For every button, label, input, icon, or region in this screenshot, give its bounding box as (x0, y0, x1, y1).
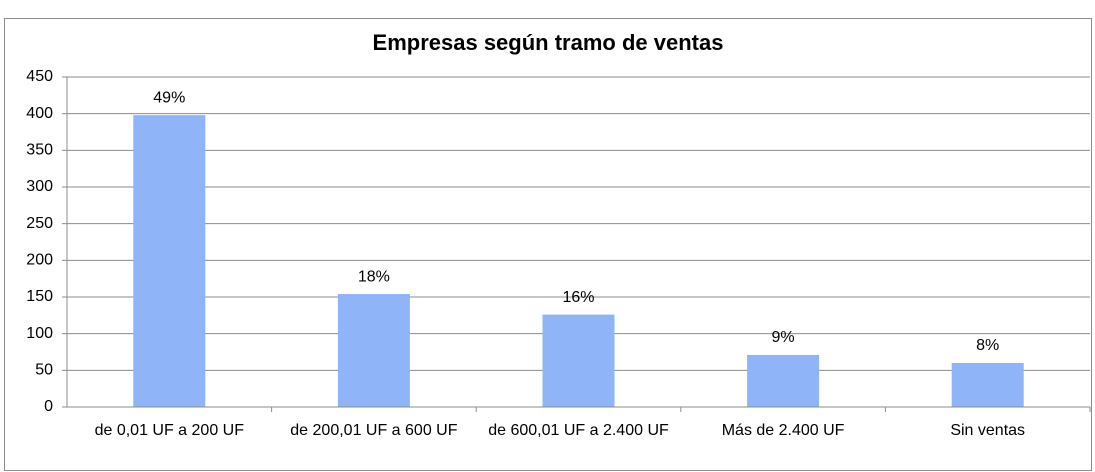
y-tick-label: 150 (26, 288, 53, 305)
x-tick-label: de 600,01 UF a 2.400 UF (488, 422, 669, 439)
y-tick-label: 300 (26, 178, 53, 195)
data-label: 49% (153, 89, 185, 106)
data-label: 9% (772, 329, 795, 346)
y-tick-label: 50 (35, 362, 53, 379)
bar (337, 294, 410, 407)
data-label: 18% (358, 268, 390, 285)
data-label: 16% (562, 289, 594, 306)
bar (747, 354, 820, 407)
y-tick-label: 0 (44, 398, 53, 415)
y-tick-label: 450 (26, 68, 53, 85)
bar (542, 314, 615, 407)
bar (951, 363, 1024, 407)
y-tick-label: 350 (26, 142, 53, 159)
x-tick-label: Más de 2.400 UF (722, 422, 845, 439)
data-label: 8% (976, 337, 999, 354)
y-tick-label: 400 (26, 105, 53, 122)
y-tick-label: 250 (26, 215, 53, 232)
x-tick-label: de 200,01 UF a 600 UF (290, 422, 457, 439)
x-tick-label: Sin ventas (950, 422, 1025, 439)
y-tick-label: 100 (26, 325, 53, 342)
x-tick-label: de 0,01 UF a 200 UF (95, 422, 245, 439)
bar (133, 115, 206, 407)
chart-title: Empresas según tramo de ventas (373, 30, 724, 55)
y-tick-label: 200 (26, 252, 53, 269)
